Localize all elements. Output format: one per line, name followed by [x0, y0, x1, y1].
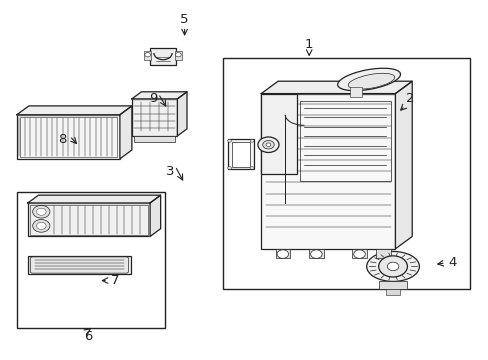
Text: 7: 7	[111, 274, 119, 287]
Circle shape	[262, 140, 274, 149]
Bar	[143, 51, 151, 60]
Bar	[149, 48, 176, 65]
Circle shape	[257, 137, 279, 153]
Circle shape	[175, 53, 181, 57]
Text: 4: 4	[448, 256, 456, 269]
Bar	[175, 51, 182, 60]
Circle shape	[277, 250, 288, 258]
Text: 8: 8	[58, 133, 66, 146]
Bar	[275, 249, 289, 258]
Text: 2: 2	[405, 93, 413, 105]
Text: 5: 5	[180, 13, 188, 26]
Bar	[28, 203, 150, 237]
Bar	[378, 281, 407, 289]
Circle shape	[250, 139, 254, 142]
Polygon shape	[261, 81, 411, 94]
Circle shape	[310, 250, 322, 258]
Bar	[261, 94, 395, 249]
Bar	[20, 117, 117, 157]
Bar	[17, 192, 165, 328]
Bar	[351, 249, 366, 258]
Bar	[30, 205, 147, 235]
Circle shape	[33, 220, 50, 232]
Bar	[231, 142, 250, 167]
Bar	[376, 249, 390, 258]
Circle shape	[378, 256, 407, 277]
Polygon shape	[395, 81, 411, 249]
Ellipse shape	[366, 251, 419, 282]
Text: 3: 3	[165, 165, 174, 178]
FancyBboxPatch shape	[30, 257, 128, 273]
Text: 6: 6	[84, 330, 93, 343]
Circle shape	[144, 53, 150, 57]
Circle shape	[227, 139, 231, 142]
Circle shape	[37, 222, 46, 229]
Bar	[349, 86, 361, 97]
Polygon shape	[28, 195, 160, 203]
Circle shape	[33, 206, 50, 218]
Bar	[308, 249, 323, 258]
Polygon shape	[150, 195, 160, 237]
Polygon shape	[132, 92, 186, 99]
Circle shape	[227, 167, 231, 170]
Bar	[132, 99, 177, 136]
Polygon shape	[177, 92, 186, 136]
Bar	[385, 289, 399, 295]
Bar	[227, 139, 254, 170]
Circle shape	[265, 143, 270, 147]
Polygon shape	[17, 106, 132, 115]
Bar	[17, 115, 120, 159]
Circle shape	[250, 167, 254, 170]
Bar	[28, 256, 131, 274]
Ellipse shape	[337, 68, 400, 91]
Bar	[223, 58, 469, 289]
Circle shape	[353, 250, 365, 258]
Text: 9: 9	[149, 93, 157, 105]
Polygon shape	[120, 106, 132, 159]
Circle shape	[386, 262, 398, 271]
Ellipse shape	[347, 73, 394, 89]
Circle shape	[37, 208, 46, 215]
Bar	[261, 94, 297, 174]
Bar	[134, 136, 175, 142]
Text: 1: 1	[305, 38, 313, 51]
Bar	[299, 100, 390, 181]
